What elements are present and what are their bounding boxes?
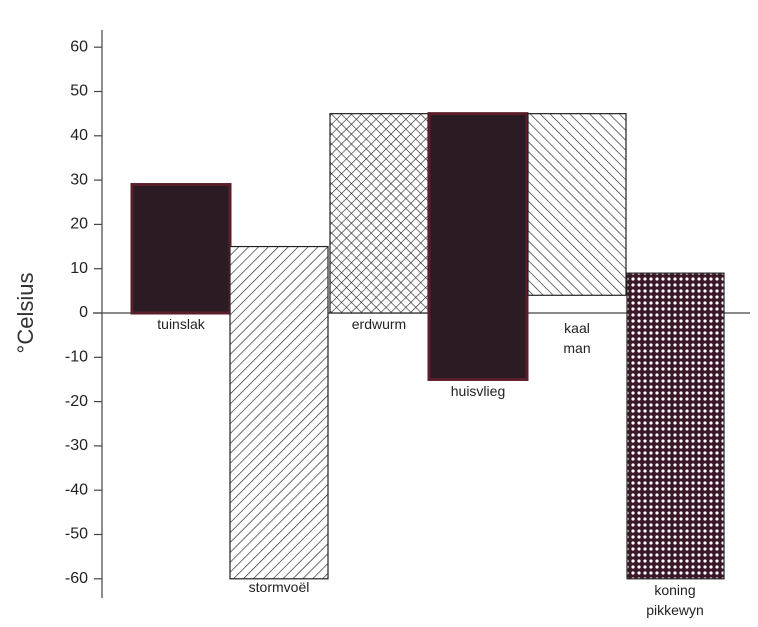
y-tick-label: 50: [70, 83, 88, 100]
y-tick-label: -20: [65, 393, 88, 410]
y-axis-label: °Celsius: [13, 273, 38, 354]
category-label-line: tuinslak: [157, 316, 205, 332]
category-label: huisvlieg: [451, 383, 505, 399]
y-tick-label: 30: [70, 171, 88, 188]
category-label: tuinslak: [157, 316, 205, 332]
bar-kaal-man: [527, 113, 627, 296]
y-tick-label: 10: [70, 260, 88, 277]
category-label-line: kaal: [564, 320, 590, 336]
category-label-line: stormvoël: [249, 579, 310, 595]
bar-stormvoël: [229, 245, 329, 580]
y-tick-label: -60: [65, 570, 88, 587]
category-label: erdwurm: [352, 316, 406, 332]
category-label-line: koning: [654, 582, 695, 598]
y-tick-label: -40: [65, 481, 88, 498]
category-label-line: erdwurm: [352, 316, 406, 332]
y-tick-label: -50: [65, 526, 88, 543]
y-tick-label: 0: [79, 304, 88, 321]
category-label: stormvoël: [249, 579, 310, 595]
category-label-line: pikkewyn: [646, 602, 704, 618]
category-label-line: huisvlieg: [451, 383, 505, 399]
category-label: koning pikkewyn: [646, 582, 704, 618]
bar-huisvlieg: [427, 112, 529, 381]
y-tick-label: 20: [70, 216, 88, 233]
bar-erdwurm: [329, 113, 429, 314]
y-tick-label: -10: [65, 349, 88, 366]
category-label: kaal man: [563, 320, 590, 356]
bar-koning-pikkewyn: [626, 272, 725, 580]
y-tick-label: 40: [70, 127, 88, 144]
y-tick-label: -30: [65, 437, 88, 454]
category-label-line: man: [563, 340, 590, 356]
bar-tuinslak: [130, 183, 232, 315]
y-tick-label: 60: [70, 38, 88, 55]
